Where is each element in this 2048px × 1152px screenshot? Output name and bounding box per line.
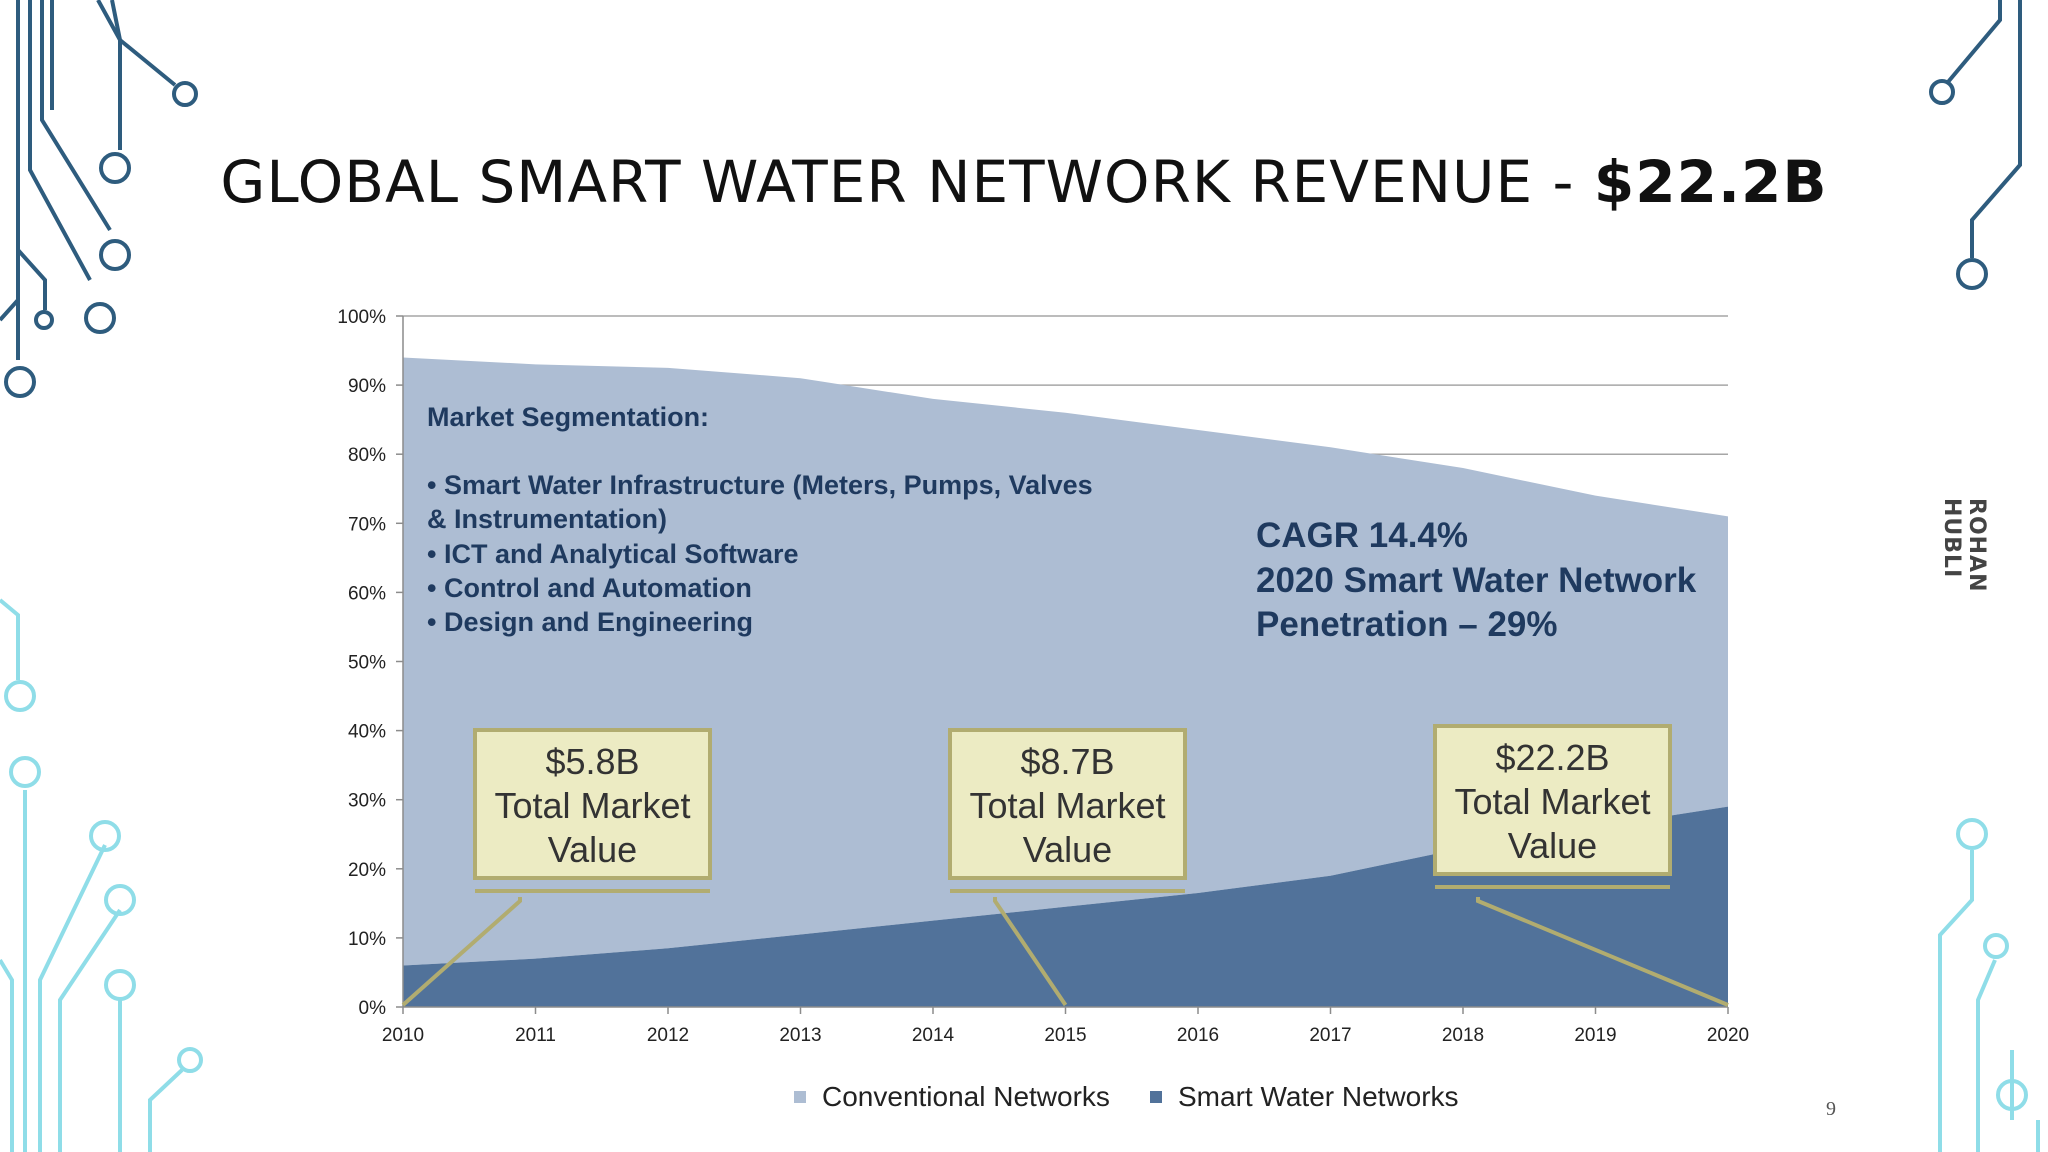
cagr-annotation-line: CAGR 14.4% (1256, 516, 1468, 555)
y-tick-label: 70% (348, 514, 386, 535)
y-tick-label: 40% (348, 722, 386, 743)
slide-title: GLOBAL SMART WATER NETWORK REVENUE - $22… (0, 148, 2048, 216)
x-tick-label: 2013 (779, 1025, 821, 1046)
y-tick-label: 0% (359, 998, 387, 1019)
chart-plot-area: 0% 10% 20% 30% 40% 50% 60% 70% 80% 90% 100% 2010 201… (337, 307, 1749, 1112)
x-tick-label: 2018 (1442, 1025, 1484, 1046)
callout-box (473, 728, 712, 880)
callout-leader (1476, 897, 1729, 1007)
y-tick-label: 90% (348, 376, 386, 397)
callout-box (948, 728, 1187, 880)
title-amount: $22.2B (1593, 148, 1828, 216)
y-tick-label: 10% (348, 929, 386, 950)
segmentation-item: • Smart Water Infrastructure (Meters, Pu… (427, 470, 1093, 500)
callout-text: $22.2B (1495, 737, 1609, 778)
circuit-decoration-left (0, 0, 203, 1152)
callout-text: Total Market (1454, 781, 1650, 822)
x-tick-label: 2015 (1044, 1025, 1086, 1046)
callout-text: Value (548, 829, 637, 870)
legend-label: Conventional Networks (822, 1081, 1110, 1112)
y-tick-label: 80% (348, 445, 386, 466)
legend-swatch (794, 1091, 806, 1103)
cagr-annotation-line: Penetration – 29% (1256, 605, 1558, 644)
y-tick-label: 20% (348, 860, 386, 881)
segmentation-item: • Design and Engineering (427, 607, 753, 637)
callout-box (1433, 724, 1672, 876)
callout-leader (401, 897, 522, 1007)
callout-text: Total Market (969, 785, 1165, 826)
cagr-annotation-line: 2020 Smart Water Network (1256, 561, 1697, 600)
x-tick-label: 2012 (647, 1025, 689, 1046)
callout-text: Total Market (494, 785, 690, 826)
y-tick-label: 100% (337, 307, 386, 328)
x-tick-label: 2019 (1574, 1025, 1616, 1046)
legend-swatch (1150, 1091, 1162, 1103)
segmentation-item: • Control and Automation (427, 573, 752, 603)
callout-text: Value (1023, 829, 1112, 870)
x-tick-label: 2017 (1309, 1025, 1351, 1046)
page-number: 9 (1826, 1098, 1836, 1120)
callout-text: $5.8B (545, 741, 639, 782)
y-tick-label: 50% (348, 653, 386, 674)
segmentation-heading: Market Segmentation: (427, 402, 709, 432)
callout-text: $8.7B (1020, 741, 1114, 782)
segmentation-item: • ICT and Analytical Software (427, 539, 799, 569)
x-tick-label: 2010 (382, 1025, 424, 1046)
area-conventional-networks (403, 357, 1728, 966)
segmentation-item: & Instrumentation) (427, 504, 667, 534)
x-tick-label: 2020 (1707, 1025, 1749, 1046)
legend-label: Smart Water Networks (1178, 1081, 1459, 1112)
circuit-decoration-right (1929, 0, 2040, 1152)
y-tick-label: 60% (348, 583, 386, 604)
y-tick-label: 30% (348, 791, 386, 812)
side-author-label: ROHAN HUBLI (1939, 498, 1989, 593)
x-tick-label: 2016 (1177, 1025, 1219, 1046)
callout-text: Value (1508, 825, 1597, 866)
callout-leader (993, 897, 1068, 1007)
x-tick-label: 2011 (515, 1025, 556, 1046)
title-main: GLOBAL SMART WATER NETWORK REVENUE - (220, 148, 1594, 216)
area-smart-water-networks (403, 806, 1728, 1007)
x-tick-label: 2014 (912, 1025, 955, 1046)
